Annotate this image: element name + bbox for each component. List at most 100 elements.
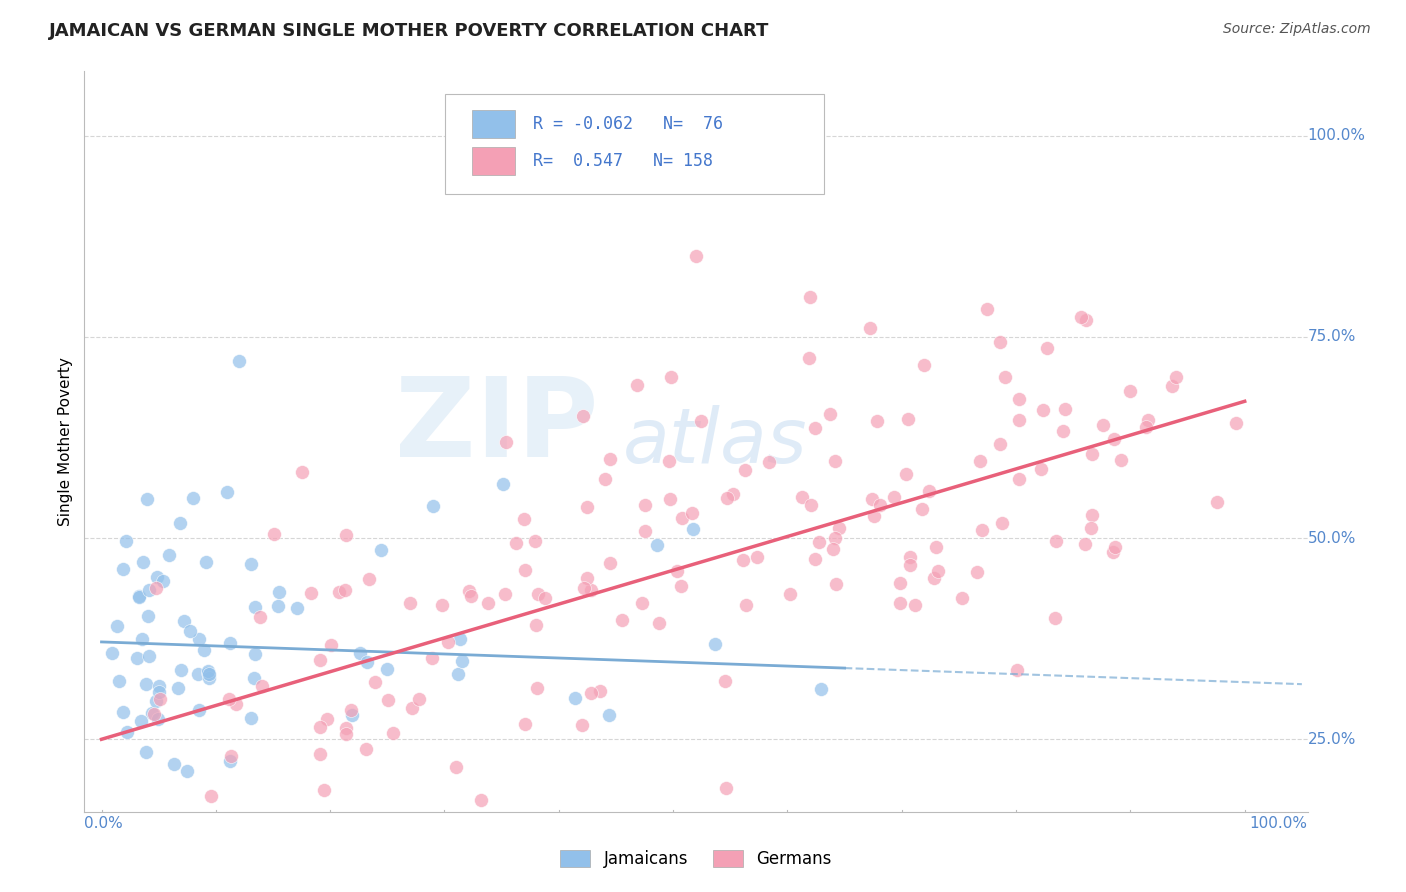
- Point: [141, 706, 163, 720]
- Point: [176, 764, 198, 778]
- Point: [335, 528, 357, 542]
- Point: [1081, 446, 1104, 460]
- Point: [1036, 341, 1059, 355]
- Point: [659, 370, 682, 384]
- Point: [312, 782, 335, 797]
- Point: [505, 536, 527, 550]
- Point: [1101, 545, 1123, 559]
- Point: [827, 521, 849, 535]
- Point: [215, 484, 238, 499]
- Point: [515, 563, 537, 577]
- Point: [1092, 418, 1115, 433]
- Point: [862, 509, 884, 524]
- Point: [309, 720, 332, 734]
- Point: [579, 686, 602, 700]
- Point: [269, 585, 291, 599]
- Point: [163, 757, 186, 772]
- Point: [808, 535, 831, 549]
- Point: [735, 598, 758, 612]
- Point: [626, 377, 648, 392]
- Point: [716, 491, 738, 505]
- Point: [1119, 384, 1142, 398]
- Point: [444, 760, 467, 774]
- Point: [925, 540, 948, 554]
- Point: [633, 498, 655, 512]
- Point: [859, 320, 882, 334]
- Point: [108, 673, 131, 688]
- Point: [576, 571, 599, 585]
- Point: [883, 490, 905, 504]
- Point: [612, 613, 634, 627]
- Point: [105, 618, 128, 632]
- Point: [1102, 432, 1125, 446]
- Point: [169, 516, 191, 530]
- Point: [950, 591, 973, 605]
- Point: [117, 724, 139, 739]
- Point: [927, 564, 949, 578]
- Point: [1080, 508, 1102, 522]
- Point: [299, 586, 322, 600]
- Point: [131, 632, 153, 646]
- FancyBboxPatch shape: [472, 147, 515, 175]
- Point: [1166, 370, 1188, 384]
- Point: [1135, 420, 1157, 434]
- Point: [574, 581, 596, 595]
- Point: [328, 584, 350, 599]
- Point: [969, 454, 991, 468]
- Point: [824, 531, 846, 545]
- Point: [152, 574, 174, 589]
- Point: [682, 522, 704, 536]
- Point: [918, 484, 941, 499]
- Point: [495, 434, 517, 449]
- Point: [571, 409, 593, 423]
- Point: [170, 837, 193, 851]
- Point: [526, 587, 548, 601]
- Point: [420, 651, 443, 665]
- Point: [450, 654, 472, 668]
- Point: [824, 454, 846, 468]
- Point: [758, 455, 780, 469]
- Point: [316, 712, 339, 726]
- Point: [823, 542, 845, 557]
- Point: [599, 556, 621, 570]
- Point: [136, 491, 159, 506]
- Point: [135, 745, 157, 759]
- Point: [810, 681, 832, 696]
- Point: [579, 583, 602, 598]
- Point: [218, 636, 240, 650]
- Point: [1080, 521, 1102, 535]
- Point: [112, 705, 135, 719]
- Point: [250, 679, 273, 693]
- Point: [1136, 413, 1159, 427]
- Point: [524, 534, 547, 549]
- Point: [149, 692, 172, 706]
- Point: [904, 599, 927, 613]
- Point: [690, 414, 713, 428]
- Point: [685, 250, 707, 264]
- Text: 100.0%: 100.0%: [1250, 816, 1308, 830]
- Point: [148, 685, 170, 699]
- Point: [377, 662, 399, 676]
- Point: [422, 499, 444, 513]
- Point: [912, 358, 935, 372]
- Point: [249, 609, 271, 624]
- Text: R = -0.062   N=  76: R = -0.062 N= 76: [533, 115, 723, 133]
- Point: [125, 869, 148, 883]
- Point: [648, 615, 671, 630]
- Point: [188, 703, 211, 717]
- Point: [714, 674, 737, 689]
- Point: [494, 587, 516, 601]
- Point: [408, 692, 430, 706]
- Point: [157, 548, 180, 562]
- Text: 75.0%: 75.0%: [1308, 329, 1355, 344]
- Point: [333, 582, 356, 597]
- Text: atlas: atlas: [623, 405, 807, 478]
- Point: [460, 589, 482, 603]
- Point: [792, 490, 814, 504]
- Point: [240, 557, 263, 571]
- Point: [335, 721, 357, 735]
- Point: [267, 599, 290, 613]
- Point: [197, 667, 219, 681]
- Point: [1225, 417, 1247, 431]
- Point: [889, 597, 911, 611]
